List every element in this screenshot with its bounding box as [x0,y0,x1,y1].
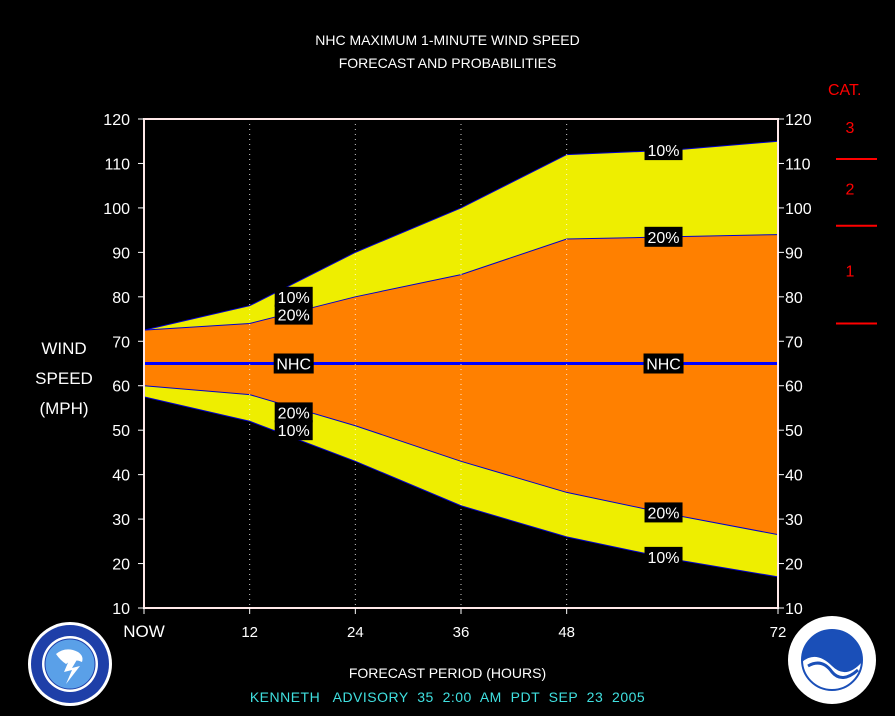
series-label-bg [644,502,683,523]
xtick-label: 48 [558,624,575,641]
ytick-label-left: 20 [112,557,130,574]
ytick-label-right: 90 [785,245,803,262]
series-label-bg [274,286,313,307]
chart-title-line1: NHC MAXIMUM 1-MINUTE WIND SPEED [315,32,580,48]
series-label-bg [274,402,313,423]
series-label-bg [643,353,684,374]
xtick-label: 24 [347,624,364,641]
series-label: 10% [278,290,310,307]
series-label: 10% [648,550,680,567]
xtick-label: 36 [453,624,470,641]
ytick-label-left: 70 [112,334,130,351]
category-title: CAT. [828,82,862,99]
series-label: NHC [276,357,311,374]
ytick-label-left: 60 [112,379,130,396]
ytick-label-left: 100 [103,201,130,218]
category-label: 3 [846,120,855,137]
ytick-label-left: 80 [112,290,130,307]
ytick-label-left: 110 [104,156,130,173]
series-label-bg [644,546,683,567]
ytick-label-left: 50 [112,423,130,440]
series-label-bg [644,140,683,161]
series-label-bg [274,304,313,325]
ytick-label-right: 40 [785,468,803,485]
ytick-label-left: 90 [112,245,130,262]
ytick-label-right: 30 [785,512,803,529]
ytick-label-right: 100 [785,201,812,218]
ylabel-line1: WIND [41,339,87,358]
series-label: 20% [648,230,680,247]
ylabel-line3: (MPH) [39,399,89,418]
ytick-label-left: 30 [112,512,130,529]
nws-logo [28,622,112,706]
noaa-logo [788,616,876,704]
series-label-bg [273,353,314,374]
chart-title-line2: FORECAST AND PROBABILITIES [338,55,557,71]
ytick-label-left: 40 [112,468,130,485]
xtick-label: NOW [123,622,165,641]
ytick-label-right: 20 [785,557,803,574]
ytick-label-right: 80 [785,290,803,307]
ytick-label-right: 10 [785,601,803,618]
ytick-label-right: 110 [785,156,811,173]
ytick-label-right: 70 [785,334,803,351]
xtick-label: 12 [241,624,258,641]
series-label: 10% [278,423,310,440]
category-label: 2 [846,181,855,198]
ytick-label-right: 60 [785,379,803,396]
ytick-label-left: 10 [112,601,130,618]
category-label: 1 [846,264,855,281]
ytick-label-right: 50 [785,423,803,440]
series-label: 20% [648,505,680,522]
ylabel-line2: SPEED [35,369,93,388]
advisory-line: KENNETH ADVISORY 35 2:00 AM PDT SEP 23 2… [249,689,646,705]
ytick-label-left: 120 [103,112,130,129]
series-label-bg [644,226,683,247]
series-label: 20% [278,308,310,325]
series-label-bg [274,420,313,441]
series-label: 20% [278,405,310,422]
xtick-label: 72 [770,624,787,641]
series-label: NHC [646,357,681,374]
series-label: 10% [648,143,680,160]
ytick-label-right: 120 [785,112,812,129]
x-axis-label: FORECAST PERIOD (HOURS) [348,665,547,681]
